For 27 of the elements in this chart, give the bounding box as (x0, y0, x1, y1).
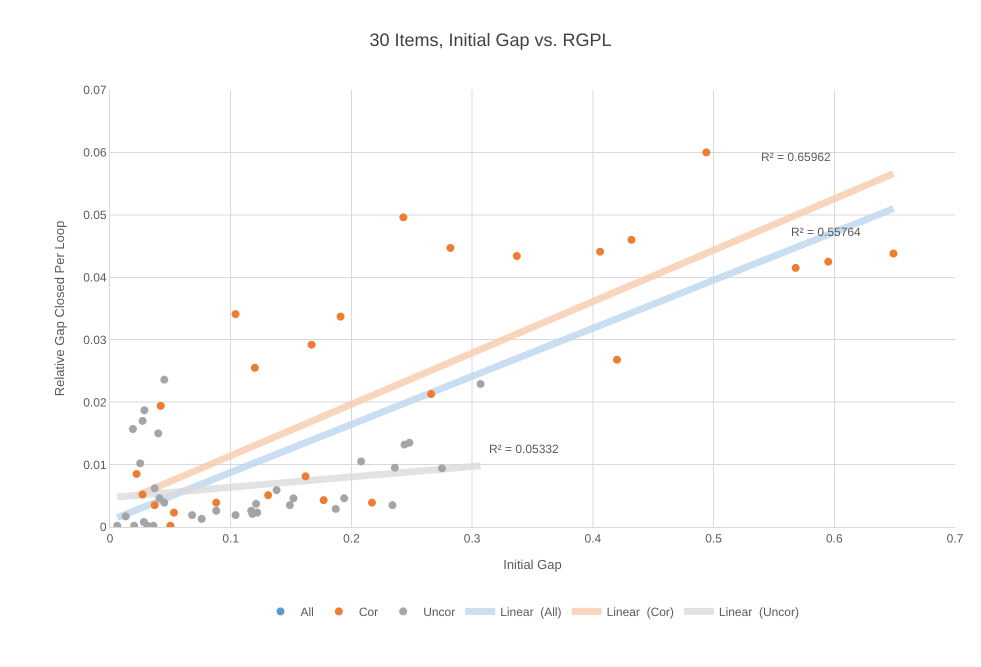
chart-title: 30 Items, Initial Gap vs. RGPL (369, 30, 612, 50)
legend-label: Uncor (423, 605, 456, 620)
x-tick-label: 0.2 (343, 531, 360, 546)
legend-label: Linear (All) (500, 605, 562, 620)
y-tick-label: 0.03 (83, 332, 107, 347)
y-axis-title: Relative Gap Closed Per Loop (52, 220, 68, 396)
annotation: R² = 0.65962 (761, 150, 832, 164)
y-tick-label: 0.07 (83, 83, 107, 98)
y-tick-label: 0.01 (83, 458, 107, 472)
annotation: R² = 0.05332 (489, 442, 560, 456)
legend-label: Cor (358, 605, 378, 620)
y-tick-label: 0.02 (83, 395, 107, 410)
annotation: R² = 0.55764 (791, 225, 862, 239)
x-tick-label: 0.5 (705, 531, 722, 546)
x-tick-label: 0.1 (222, 531, 240, 546)
legend-label: Linear (Uncor) (718, 605, 799, 620)
y-tick-label: 0.06 (83, 146, 107, 160)
legend-label: Linear (Cor) (606, 605, 674, 620)
x-tick-label: 0.6 (826, 531, 843, 546)
legend-label: All (300, 605, 314, 620)
x-tick-label: 0.3 (464, 531, 481, 546)
x-axis-title: Initial Gap (503, 557, 562, 572)
y-tick-label: 0.05 (83, 208, 107, 222)
x-tick-label: 0.4 (584, 531, 602, 546)
x-tick-label: 0.7 (946, 531, 964, 546)
y-tick-label: 0.04 (83, 270, 107, 284)
y-tick-label: 0 (100, 520, 107, 534)
